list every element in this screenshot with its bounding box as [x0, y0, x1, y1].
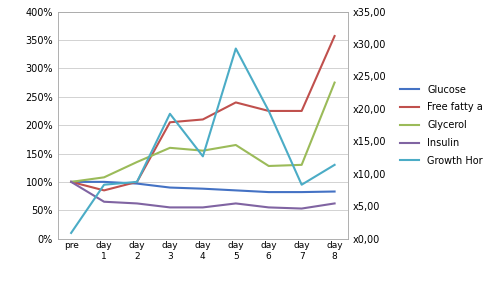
Growth Hormone: [101, 183, 107, 187]
Growth Hormone: [299, 183, 305, 187]
Glycerol: [167, 146, 173, 150]
Glucose: [101, 180, 107, 184]
Glycerol: [68, 180, 74, 184]
Insulin: [233, 202, 239, 205]
Growth Hormone: [134, 180, 140, 184]
Line: Free fatty acids: Free fatty acids: [71, 36, 335, 190]
Line: Growth Hormone: Growth Hormone: [71, 49, 335, 233]
Insulin: [266, 206, 271, 209]
Glycerol: [332, 81, 338, 84]
Line: Glycerol: Glycerol: [71, 83, 335, 182]
Growth Hormone: [233, 47, 239, 50]
Insulin: [332, 202, 338, 205]
Insulin: [299, 207, 305, 210]
Glucose: [299, 190, 305, 194]
Line: Glucose: Glucose: [71, 182, 335, 192]
Insulin: [68, 180, 74, 184]
Insulin: [200, 206, 206, 209]
Glycerol: [101, 175, 107, 179]
Growth Hormone: [332, 163, 338, 166]
Free fatty acids: [233, 101, 239, 104]
Free fatty acids: [134, 180, 140, 184]
Glucose: [134, 182, 140, 185]
Insulin: [134, 202, 140, 205]
Growth Hormone: [200, 155, 206, 158]
Growth Hormone: [167, 112, 173, 116]
Line: Insulin: Insulin: [71, 182, 335, 209]
Growth Hormone: [266, 109, 271, 113]
Glucose: [200, 187, 206, 190]
Glycerol: [134, 160, 140, 164]
Free fatty acids: [68, 180, 74, 184]
Insulin: [167, 206, 173, 209]
Free fatty acids: [332, 34, 338, 38]
Glycerol: [266, 164, 271, 168]
Free fatty acids: [266, 109, 271, 113]
Glucose: [332, 190, 338, 193]
Free fatty acids: [167, 120, 173, 124]
Glucose: [266, 190, 271, 194]
Glycerol: [299, 163, 305, 166]
Glucose: [68, 180, 74, 184]
Glucose: [167, 186, 173, 189]
Glycerol: [233, 143, 239, 147]
Growth Hormone: [68, 231, 74, 235]
Glycerol: [200, 149, 206, 152]
Free fatty acids: [101, 189, 107, 192]
Insulin: [101, 200, 107, 203]
Legend: Glucose, Free fatty acids, Glycerol, Insulin, Growth Hormone: Glucose, Free fatty acids, Glycerol, Ins…: [396, 81, 483, 170]
Free fatty acids: [200, 118, 206, 121]
Free fatty acids: [299, 109, 305, 113]
Glucose: [233, 189, 239, 192]
